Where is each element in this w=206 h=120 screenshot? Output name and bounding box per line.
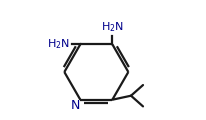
Text: H$_2$N: H$_2$N xyxy=(47,37,70,51)
Text: H$_2$N: H$_2$N xyxy=(101,20,124,34)
Text: N: N xyxy=(70,99,80,112)
